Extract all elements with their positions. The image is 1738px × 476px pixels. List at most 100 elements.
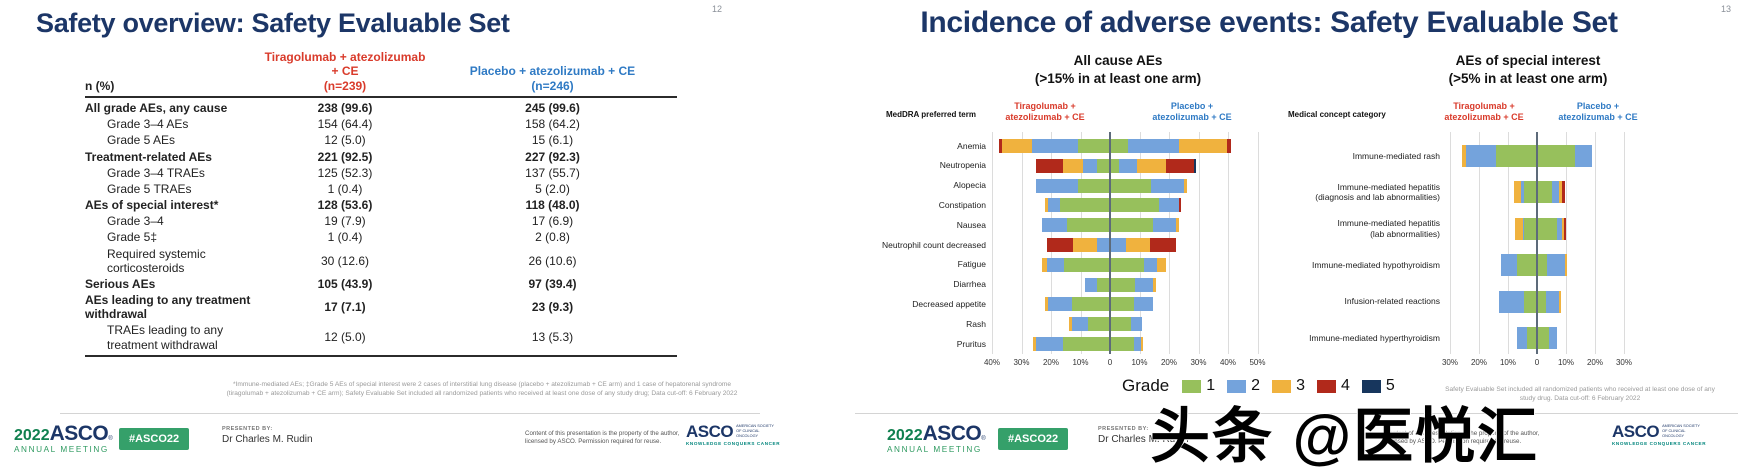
chart2-title: AEs of special interest (>5% in at least… — [1388, 52, 1668, 88]
bar-segment-grade2-placebo — [1143, 257, 1158, 272]
hashtag-badge: #ASCO22 — [998, 428, 1069, 450]
bar-segment-grade1-tiragolumab — [1523, 181, 1537, 204]
gridline — [1228, 132, 1229, 354]
asco-annual-meeting-logo-row: 2022 ASCO ® — [14, 423, 113, 444]
legend-swatch-grade2 — [1227, 379, 1247, 393]
gridline — [1450, 132, 1451, 354]
asco-annual-meeting-logo: 2022 ASCO ® ANNUAL MEETING — [887, 423, 986, 454]
asco-logo-text: ASCO — [1612, 422, 1660, 441]
table-row: Grade 3–4 19 (7.9) 17 (6.9) — [85, 213, 677, 229]
chart1-arm-left-label: Tiragolumab + atezolizumab + CE — [1005, 101, 1085, 123]
presented-by-block: PRESENTED BY: Dr Charles M. Rudin — [222, 426, 313, 445]
bar-segment-grade1-placebo — [1537, 327, 1549, 349]
bar-segment-grade1-tiragolumab — [1067, 218, 1110, 233]
category-label: Immune-mediated hypothyroidism — [1311, 259, 1440, 270]
gridline — [1479, 132, 1480, 354]
table-row: Grade 5 AEs 12 (5.0) 15 (6.1) — [85, 132, 677, 148]
presenter-name: Dr Charles M. Rudin — [1098, 434, 1189, 445]
page-title: Safety overview: Safety Evaluable Set — [36, 8, 510, 38]
presented-by-block: PRESENTED BY: Dr Charles M. Rudin — [1098, 426, 1189, 445]
bar-segment-grade2-placebo — [1545, 290, 1559, 313]
chart1-title-line2: (>15% in at least one arm) — [1034, 71, 1202, 87]
bar-segment-grade3-tiragolumab — [1461, 145, 1466, 167]
legend-item-grade5: 5 — [1361, 377, 1395, 395]
bar-segment-grade2-placebo — [1547, 254, 1565, 277]
table-row: All grade AEs, any cause 238 (99.6) 245 (9… — [85, 100, 677, 116]
category-label: Neutrophil count decreased — [882, 239, 986, 250]
category-label: Decreased appetite — [912, 299, 986, 310]
cell-tiragolumab-value: 125 (52.3) — [317, 165, 373, 180]
bar-segment-grade2-placebo — [1548, 327, 1558, 349]
cell-tiragolumab-value: 221 (92.5) — [317, 149, 373, 164]
table-row: Treatment-related AEs 221 (92.5) 227 (92.3… — [85, 149, 677, 165]
x-tick-label: 10% — [1131, 358, 1148, 367]
bar-segment-grade1-placebo — [1110, 139, 1128, 153]
col-header-placebo: Placebo + atezolizumab + CE (n=246) — [430, 64, 675, 93]
cell-placebo-value: 137 (55.7) — [525, 165, 580, 180]
bar-segment-grade1-placebo — [1537, 181, 1552, 204]
bar-segment-grade2-tiragolumab — [1031, 139, 1078, 153]
bar-segment-grade1-tiragolumab — [1523, 217, 1537, 240]
page-number: 12 — [712, 4, 723, 14]
x-tick-label: 20% — [1160, 358, 1177, 367]
bar-segment-grade1-placebo — [1110, 218, 1153, 233]
cell-placebo-value: 23 (9.3) — [531, 300, 574, 315]
col-header-placebo-name: Placebo + atezolizumab + CE — [469, 64, 636, 79]
bar-segment-grade2-tiragolumab — [1083, 158, 1097, 173]
bar-segment-grade4-placebo — [1179, 198, 1182, 213]
gridline — [1021, 132, 1023, 354]
x-tick-label: 40% — [983, 358, 1000, 367]
asco-tagline: KNOWLEDGE CONQUERS CANCER — [1612, 441, 1707, 447]
bar-segment-grade3-placebo — [1179, 139, 1227, 153]
gridline — [1566, 132, 1567, 354]
bar-segment-grade1-tiragolumab — [1064, 257, 1110, 272]
asco-annual-meeting-logo-row: 2022 ASCO ® — [887, 423, 986, 444]
legend-grade-number: 4 — [1340, 377, 1350, 394]
watermark-text: 头条 @医悦汇 — [1150, 403, 1540, 470]
bar-segment-grade1-placebo — [1110, 277, 1136, 292]
row-label: AEs of special interest* — [85, 198, 219, 213]
row-label: TRAEs leading to any treatment withdrawa… — [107, 323, 224, 352]
bar-segment-grade1-placebo — [1110, 317, 1131, 332]
slide-incidence-of-aes: Incidence of adverse events: Safety Eval… — [800, 0, 1738, 476]
bar-segment-grade1-placebo — [1110, 337, 1134, 351]
category-label: Diarrhea — [953, 279, 986, 290]
bar-segment-grade3-placebo — [1558, 290, 1562, 313]
bar-segment-grade4-placebo — [1561, 181, 1565, 204]
bar-segment-grade2-placebo — [1158, 198, 1180, 213]
bar-segment-grade2-tiragolumab — [1071, 317, 1088, 332]
category-label: Alopecia — [953, 180, 986, 191]
category-label: Immune-mediated hepatitis (lab abnormali… — [1337, 218, 1440, 239]
bar-segment-grade2-tiragolumab — [1521, 181, 1524, 204]
table-row: Grade 3–4 AEs 154 (64.4) 158 (64.2) — [85, 116, 677, 132]
bar-segment-grade4-placebo — [1149, 238, 1177, 252]
bar-segment-grade2-tiragolumab — [1048, 198, 1060, 213]
logo-asco-text: ASCO — [49, 422, 109, 445]
category-label: Immune-mediated hyperthyroidism — [1309, 332, 1440, 343]
page-number: 13 — [1721, 4, 1732, 14]
cell-tiragolumab-value: 128 (53.6) — [317, 198, 373, 213]
chart1-axis-label: MedDRA preferred term — [886, 110, 976, 119]
bar-segment-grade1-placebo — [1537, 145, 1575, 167]
row-label: All grade AEs, any cause — [85, 101, 228, 116]
bar-segment-grade2-tiragolumab — [1036, 178, 1078, 193]
x-tick-label: 0 — [1107, 358, 1113, 367]
cell-placebo-value: 245 (99.6) — [525, 101, 580, 116]
bar-segment-grade1-placebo — [1537, 290, 1546, 313]
legend-swatch-grade4 — [1316, 379, 1336, 393]
x-tick-label: 10% — [1557, 358, 1574, 367]
asco-annual-meeting-logo: 2022 ASCO ® ANNUAL MEETING — [14, 423, 113, 454]
bar-segment-grade1-placebo — [1110, 297, 1134, 312]
bar-segment-grade2-tiragolumab — [1096, 238, 1110, 252]
safety-table: n (%) Tiragolumab + atezolizumab + CE (n… — [85, 50, 677, 357]
legend-swatch-grade5 — [1361, 379, 1381, 393]
cell-placebo-value: 227 (92.3) — [525, 149, 580, 164]
x-tick-label: 30% — [1441, 358, 1458, 367]
bar-segment-grade2-placebo — [1551, 181, 1559, 204]
zero-axis-line — [1536, 132, 1538, 354]
category-label: Rash — [966, 318, 986, 329]
table-row: AEs of special interest* 128 (53.6) 118 (4… — [85, 197, 677, 213]
asco-tagline: KNOWLEDGE CONQUERS CANCER — [686, 441, 781, 447]
category-label: Immune-mediated rash — [1352, 150, 1440, 161]
